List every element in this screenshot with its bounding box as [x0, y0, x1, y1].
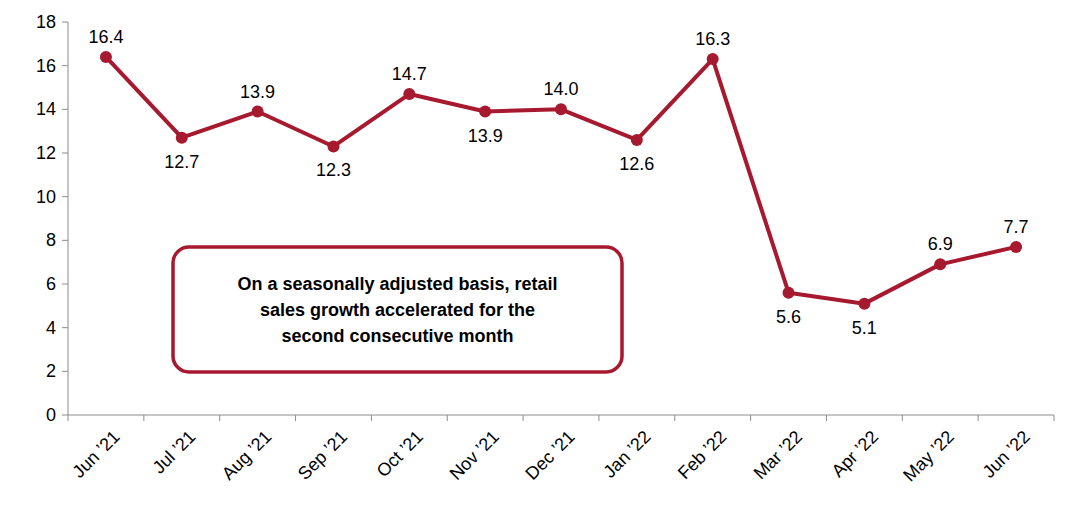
data-label: 7.7 [1004, 217, 1029, 237]
x-tick [826, 415, 827, 421]
x-tick-label: Feb ’22 [674, 427, 731, 484]
y-tick [62, 109, 68, 110]
data-label: 5.6 [776, 307, 801, 327]
marker [631, 134, 643, 146]
x-tick [978, 415, 979, 421]
annotation-text: On a seasonally adjusted basis, retail [237, 274, 557, 294]
y-tick [62, 153, 68, 154]
annotation-text: second consecutive month [281, 326, 513, 346]
x-tick-label: Jul ’21 [149, 427, 200, 478]
y-tick-label: 12 [36, 143, 56, 163]
y-tick-label: 14 [36, 99, 56, 119]
x-tick-label: Apr ’22 [828, 427, 882, 481]
x-tick-label: Mar ’22 [750, 427, 807, 484]
y-tick-label: 10 [36, 187, 56, 207]
y-tick-label: 8 [46, 230, 56, 250]
y-tick-label: 0 [46, 405, 56, 425]
y-tick-label: 6 [46, 274, 56, 294]
marker [403, 88, 415, 100]
x-tick [447, 415, 448, 421]
x-tick-label: May ’22 [899, 427, 958, 486]
x-tick [68, 415, 69, 421]
data-label: 13.9 [240, 82, 275, 102]
y-tick-label: 18 [36, 12, 56, 32]
data-label: 14.0 [543, 79, 578, 99]
data-label: 16.4 [88, 27, 123, 47]
x-tick-label: Nov ’21 [446, 427, 503, 484]
data-label: 12.7 [164, 152, 199, 172]
x-tick [523, 415, 524, 421]
data-label: 12.6 [619, 154, 654, 174]
x-tick-label: Jun ’22 [979, 427, 1034, 482]
data-label: 14.7 [392, 64, 427, 84]
marker [934, 258, 946, 270]
x-tick-label: Oct ’21 [373, 427, 427, 481]
x-tick [219, 415, 220, 421]
x-tick [598, 415, 599, 421]
marker [858, 298, 870, 310]
x-tick [295, 415, 296, 421]
marker [176, 132, 188, 144]
x-axis-line [68, 415, 1054, 416]
annotation-text: sales growth accelerated for the [260, 300, 535, 320]
y-tick [62, 22, 68, 23]
marker [252, 106, 264, 118]
x-tick [674, 415, 675, 421]
y-axis-line [68, 22, 69, 415]
y-tick-label: 16 [36, 56, 56, 76]
data-label: 5.1 [852, 318, 877, 338]
y-tick [62, 415, 68, 416]
x-tick [371, 415, 372, 421]
x-tick-label: Dec ’21 [521, 427, 578, 484]
y-tick-label: 4 [46, 318, 56, 338]
x-tick-label: Sep ’21 [294, 427, 351, 484]
y-tick [62, 240, 68, 241]
y-tick [62, 196, 68, 197]
marker [479, 106, 491, 118]
marker [707, 53, 719, 65]
x-tick-label: Aug ’21 [218, 427, 275, 484]
marker [1010, 241, 1022, 253]
data-label: 12.3 [316, 160, 351, 180]
y-tick [62, 371, 68, 372]
y-tick [62, 284, 68, 285]
chart: 0 2 4 6 8 10 12 14 16 18 Jun ’21 Jul ’21 Aug ’21 Sep … [0, 0, 1088, 526]
marker [327, 140, 339, 152]
y-tick [62, 65, 68, 66]
annotation-box [173, 247, 622, 372]
data-label: 16.3 [695, 29, 730, 49]
x-tick [143, 415, 144, 421]
x-tick-label: Jun ’21 [68, 427, 123, 482]
x-tick [902, 415, 903, 421]
x-tick [1054, 415, 1055, 421]
x-tick-label: Jan ’22 [599, 427, 654, 482]
marker [100, 51, 112, 63]
marker [555, 103, 567, 115]
data-label: 6.9 [928, 234, 953, 254]
marker [783, 287, 795, 299]
y-tick [62, 327, 68, 328]
x-tick [750, 415, 751, 421]
y-tick-label: 2 [46, 361, 56, 381]
data-label: 13.9 [468, 126, 503, 146]
